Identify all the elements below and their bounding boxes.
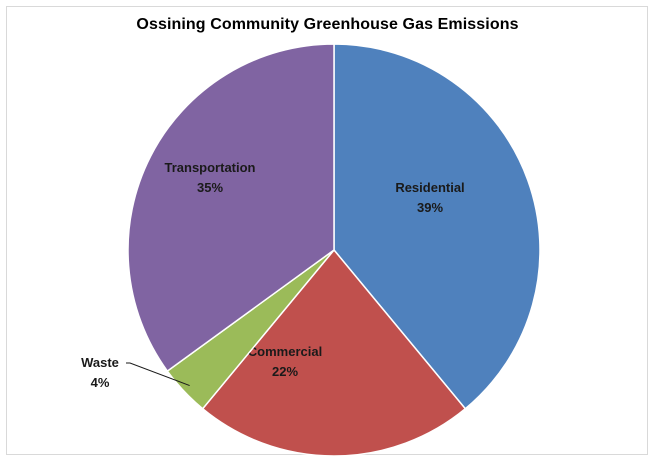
slice-value-residential: 39% <box>417 200 443 215</box>
slice-label-commercial: Commercial <box>248 344 322 359</box>
slice-value-waste: 4% <box>91 375 110 390</box>
pie-slice-transportation <box>127 43 335 373</box>
slice-label-waste: Waste <box>81 355 119 370</box>
slice-value-commercial: 22% <box>272 364 298 379</box>
slice-label-transportation: Transportation <box>164 160 255 175</box>
slice-value-transportation: 35% <box>197 180 223 195</box>
chart-title: Ossining Community Greenhouse Gas Emissi… <box>136 16 519 33</box>
pie-slice-residential <box>333 43 541 410</box>
slice-label-residential: Residential <box>395 180 464 195</box>
pie-slice-commercial <box>201 248 467 457</box>
waste-leader-line <box>126 362 190 387</box>
